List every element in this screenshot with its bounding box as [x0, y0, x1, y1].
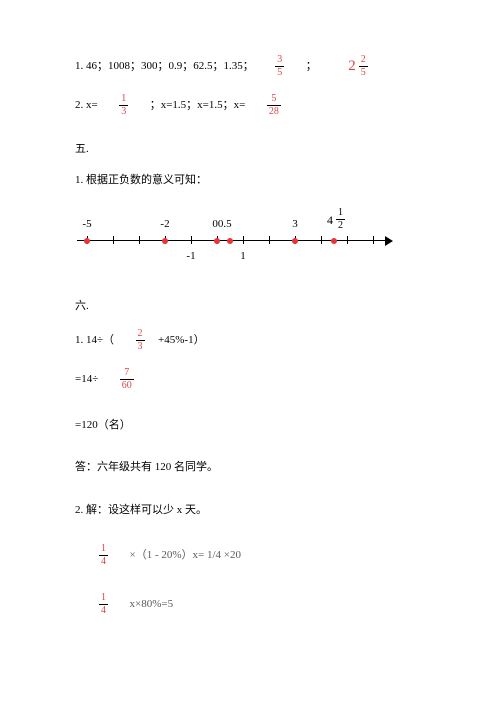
nl-tick	[321, 236, 322, 244]
answer-line-1: 1. 46；1008；300；0.9；62.5；1.35； 3 5 ； 2 2 …	[75, 55, 440, 78]
frac-3-5: 3 5	[275, 55, 284, 78]
nl-label-top: 00.5	[212, 216, 231, 233]
mixed-2-2-5: 2 2 5	[348, 55, 370, 78]
frac-2-3: 2 3	[136, 329, 145, 352]
nl-tick	[113, 236, 114, 244]
l2-b: ；x=1.5；x=1.5；x=	[150, 99, 246, 111]
frac-1-3: 1 3	[119, 94, 128, 117]
nl-label-mixed: 412	[327, 208, 347, 231]
nl-tick	[269, 236, 270, 244]
l1-prefix: 1. 46；1008；300；0.9；62.5；1.35；	[75, 60, 254, 72]
nl-arrow-icon	[385, 236, 393, 246]
frac-7-60: 7 60	[120, 368, 134, 391]
s6-p2-l3: 1 4 x×80%=5	[75, 593, 440, 616]
nl-dot	[84, 238, 90, 244]
nl-tick	[373, 236, 374, 244]
nl-tick	[347, 236, 348, 244]
section-6-header: 六.	[75, 298, 440, 315]
s6-p2-l2: 1 4 ×（1 - 20%）x= 1/4 ×20	[75, 544, 440, 567]
page-content: 1. 46；1008；300；0.9；62.5；1.35； 3 5 ； 2 2 …	[0, 0, 500, 682]
answer-line-2: 2. x= 1 3 ；x=1.5；x=1.5；x= 5 28	[75, 94, 440, 117]
frac-1-4-b: 1 4	[99, 593, 108, 616]
section-5-header: 五.	[75, 141, 440, 158]
s5-line1: 1. 根据正负数的意义可知：	[75, 172, 440, 189]
nl-dot	[214, 238, 220, 244]
s6-l3: =120（名）	[75, 417, 440, 434]
s6-l1: 1. 14÷（ 2 3 +45%-1）	[75, 329, 440, 352]
nl-label-bottom: -1	[186, 248, 195, 265]
nl-dot	[227, 238, 233, 244]
number-line: -5 -2 00.5 3 -1 1 412	[67, 204, 407, 274]
s6-l2: =14÷ 7 60	[75, 368, 440, 391]
nl-dot	[292, 238, 298, 244]
nl-label-top: -5	[82, 216, 91, 233]
nl-label-bottom: 1	[240, 248, 246, 265]
nl-label-top: -2	[160, 216, 169, 233]
nl-dot	[331, 238, 337, 244]
frac-1-4-a: 1 4	[99, 544, 108, 567]
l2-a: 2. x=	[75, 99, 98, 111]
nl-dot	[162, 238, 168, 244]
s6-p2-l1: 2. 解：设这样可以少 x 天。	[75, 502, 440, 519]
nl-tick	[191, 236, 192, 244]
nl-tick	[139, 236, 140, 244]
l1-semi: ；	[306, 60, 317, 72]
nl-label-top: 3	[292, 216, 298, 233]
nl-tick	[243, 236, 244, 244]
frac-5-28: 5 28	[267, 94, 281, 117]
s6-ans: 答：六年级共有 120 名同学。	[75, 459, 440, 476]
